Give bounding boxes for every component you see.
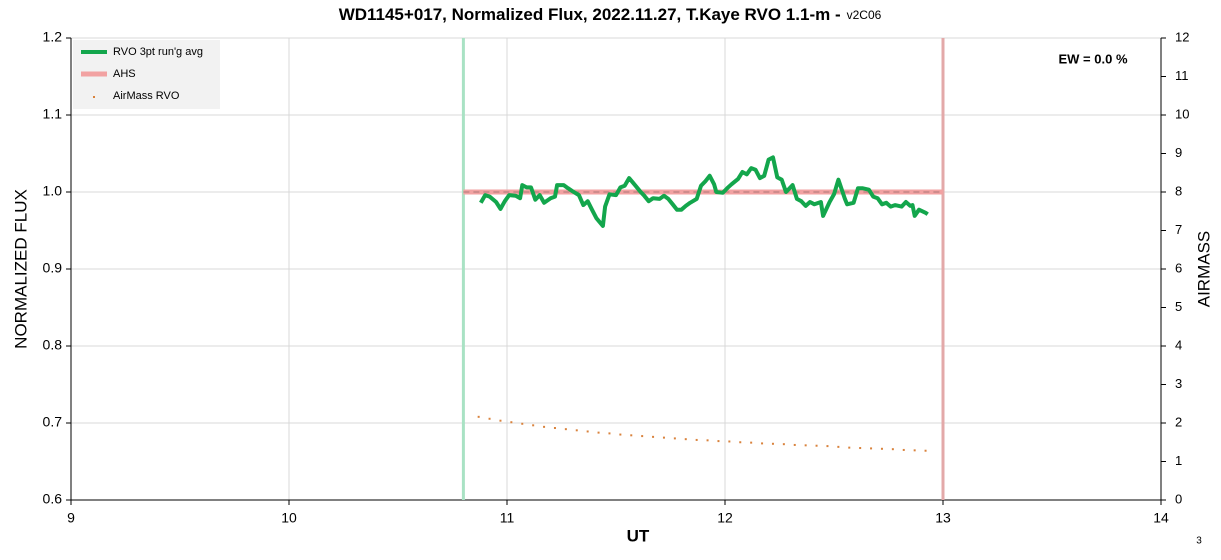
x-tick-label: 13 <box>935 510 951 526</box>
chart-subtitle: v2C06 <box>847 8 882 22</box>
y-tick-label: 1.1 <box>43 106 63 122</box>
data-dot <box>553 427 556 430</box>
data-dot <box>782 443 785 446</box>
data-dot <box>880 447 883 450</box>
y2-tick-label: 6 <box>1175 260 1182 275</box>
x-tick-label: 11 <box>500 510 515 526</box>
data-dot <box>750 441 753 444</box>
data-dot <box>619 433 622 436</box>
annotation: 3 <box>1196 536 1202 547</box>
legend-label: AirMass RVO <box>113 90 180 102</box>
y-tick-label: 0.9 <box>43 260 63 276</box>
x-axis-title: UT <box>627 526 650 545</box>
data-dot <box>564 428 567 431</box>
data-dot <box>684 438 687 441</box>
y-tick-label: 1.2 <box>43 29 63 45</box>
data-dot <box>630 434 633 437</box>
y2-tick-label: 10 <box>1175 106 1189 121</box>
data-dot <box>793 443 796 446</box>
data-dot <box>902 448 905 451</box>
data-dot <box>913 449 916 452</box>
data-dot <box>477 415 480 418</box>
data-dot <box>662 436 665 439</box>
data-dot <box>652 435 655 438</box>
data-dot <box>739 441 742 444</box>
y2-tick-label: 5 <box>1175 299 1182 314</box>
y2-axis-title: AIRMASS <box>1194 231 1213 308</box>
data-dot <box>837 445 840 448</box>
legend-label: AHS <box>113 68 136 80</box>
grid <box>70 37 1162 501</box>
data-dot <box>521 422 524 425</box>
x-tick-label: 10 <box>281 510 297 526</box>
data-dot <box>804 444 807 447</box>
legend-swatch <box>93 96 95 98</box>
y-tick-label: 0.8 <box>43 337 63 353</box>
data-dot <box>891 448 894 451</box>
data-dot <box>848 446 851 449</box>
data-dot <box>510 421 513 424</box>
data-dot <box>532 424 535 427</box>
data-dot <box>815 444 818 447</box>
y2-tick-label: 9 <box>1175 145 1182 160</box>
y2-tick-label: 0 <box>1175 491 1182 506</box>
y2-tick-label: 3 <box>1175 376 1182 391</box>
data-dot <box>641 435 644 438</box>
y-tick-label: 0.6 <box>43 491 63 507</box>
x-tick-label: 12 <box>717 510 733 526</box>
x-tick-label: 14 <box>1153 510 1169 526</box>
data-dot <box>695 438 698 441</box>
y-tick-label: 1.0 <box>43 183 63 199</box>
data-dot <box>826 445 829 448</box>
data-dot <box>706 439 709 442</box>
data-dot <box>728 440 731 443</box>
data-dot <box>608 432 611 435</box>
data-dot <box>488 417 491 420</box>
y-tick-label: 0.7 <box>43 414 63 430</box>
y-axis-title: NORMALIZED FLUX <box>11 189 30 349</box>
data-dot <box>597 431 600 434</box>
y2-tick-label: 1 <box>1175 453 1182 468</box>
y2-tick-label: 12 <box>1175 29 1189 44</box>
y2-tick-label: 7 <box>1175 222 1182 237</box>
legend-label: RVO 3pt run'g avg <box>113 46 203 58</box>
data-dot <box>761 442 764 445</box>
annotation: EW = 0.0 % <box>1059 51 1128 66</box>
x-tick-label: 9 <box>67 510 75 526</box>
data-dot <box>859 447 862 450</box>
data-dot <box>673 437 676 440</box>
data-dot <box>543 425 546 428</box>
y2-tick-label: 2 <box>1175 414 1182 429</box>
y2-tick-label: 8 <box>1175 183 1182 198</box>
data-dot <box>586 430 589 433</box>
chart-title: WD1145+017, Normalized Flux, 2022.11.27,… <box>339 5 841 24</box>
data-dot <box>771 442 774 445</box>
data-dot <box>717 440 720 443</box>
data-dot <box>499 419 502 422</box>
y2-tick-label: 11 <box>1175 68 1189 83</box>
data-dot <box>870 447 873 450</box>
data-dot <box>924 449 927 452</box>
chart-title-group: WD1145+017, Normalized Flux, 2022.11.27,… <box>339 5 882 24</box>
y2-tick-label: 4 <box>1175 337 1182 352</box>
data-dot <box>575 429 578 432</box>
data-line <box>479 155 929 228</box>
